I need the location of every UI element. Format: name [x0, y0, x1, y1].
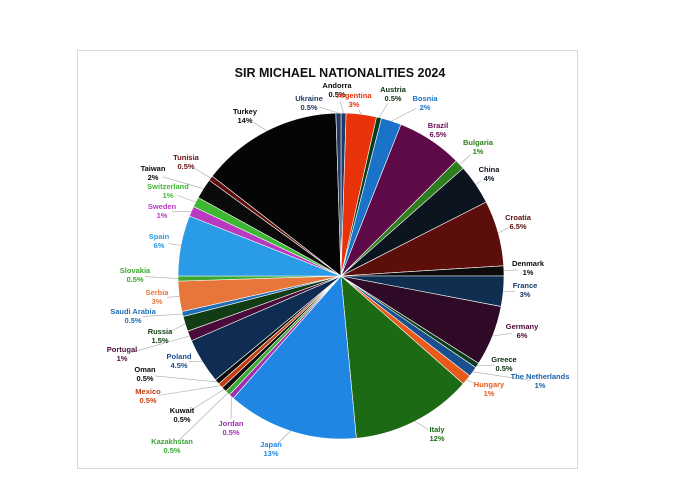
leader-line [162, 176, 204, 189]
slice-label-switzerland: Switzerland 1% [147, 182, 189, 200]
slice-label-france: France 3% [513, 281, 538, 299]
chart-title: SIR MICHAEL NATIONALITIES 2024 [235, 66, 446, 80]
leader-line [277, 430, 291, 444]
slice-label-slovakia: Slovakia 0.5% [120, 266, 151, 284]
slice-label-hungary: Hungary 1% [474, 380, 505, 398]
leader-line [144, 276, 179, 279]
slice-label-tunisia: Tunisia 0.5% [173, 153, 200, 171]
leader-line [503, 269, 519, 272]
leader-line [414, 420, 429, 430]
leader-line [492, 333, 513, 337]
slice-label-spain: Spain 6% [149, 232, 170, 250]
leader-line [166, 296, 180, 298]
slice-label-germany: Germany 6% [506, 322, 539, 340]
leader-line [168, 243, 181, 246]
slice-label-jordan: Jordan 0.5% [218, 419, 243, 437]
slice-label-sweden: Sweden 1% [148, 202, 177, 220]
slice-label-the-netherlands: The Netherlands 1% [511, 372, 570, 390]
leader-line [157, 385, 221, 396]
leader-line [459, 154, 471, 165]
leader-line [339, 100, 344, 114]
slice-labels: Andorra 0.5%Argentina 3% Austria 0.5% Bosnia 2… [107, 81, 570, 458]
leader-line [171, 211, 192, 213]
slice-label-austria: Austria 0.5% [380, 85, 407, 103]
slice-label-denmark: Denmark 1% [512, 259, 545, 277]
leader-line [358, 109, 362, 115]
leader-line [466, 379, 481, 387]
leader-line [190, 389, 225, 411]
leader-line [168, 323, 186, 333]
slice-label-oman: Oman 0.5% [134, 365, 156, 383]
slice-label-poland: Poland 4.5% [166, 352, 191, 370]
slice-label-serbia: Serbia 3% [146, 288, 170, 306]
slice-label-kuwait: Kuwait 0.5% [170, 406, 195, 424]
slice-label-croatia: Croatia 6.5% [505, 213, 532, 231]
slice-label-kazakhstan: Kazakhstan 0.5% [151, 437, 193, 455]
leader-line [142, 313, 183, 317]
slice-label-argentina: Argentina 3% [336, 91, 372, 109]
slice-label-russia: Russia 1.5% [148, 327, 173, 345]
leader-line [498, 227, 510, 234]
leader-line [378, 103, 388, 118]
slice-label-italy: Italy 12% [429, 425, 445, 443]
leader-line [154, 375, 218, 383]
slice-label-portugal: Portugal 1% [107, 345, 137, 363]
pie-slice-ukraine [335, 112, 342, 277]
pie-slice-japan [232, 275, 357, 440]
leader-lines [131, 100, 531, 444]
leader-line [253, 122, 268, 132]
leader-line [472, 371, 531, 381]
slice-label-china: China 4% [479, 165, 501, 183]
leader-line [131, 335, 190, 353]
slice-label-saudi-arabia: Saudi Arabia 0.5% [110, 307, 156, 325]
leader-line [177, 195, 196, 203]
leader-line [178, 392, 228, 441]
slice-label-andorra: Andorra 0.5% [322, 81, 352, 99]
slice-label-ukraine: Ukraine 0.5% [295, 94, 323, 112]
slice-label-mexico: Mexico 0.5% [135, 387, 161, 405]
leader-line [318, 106, 339, 114]
slice-label-greece: Greece 0.5% [491, 355, 516, 373]
pie-slices [177, 112, 505, 440]
slice-label-bosnia: Bosnia 2% [412, 94, 438, 112]
slice-label-turkey: Turkey 14% [233, 107, 258, 125]
slice-label-japan: Japan 13% [260, 440, 282, 458]
leader-line [194, 167, 211, 179]
slice-label-taiwan: Taiwan 2% [141, 164, 166, 182]
slice-label-brazil: Brazil 6.5% [428, 121, 448, 139]
leader-line [391, 108, 417, 122]
slice-label-bulgaria: Bulgaria 1% [463, 138, 494, 156]
leader-line [475, 180, 482, 185]
